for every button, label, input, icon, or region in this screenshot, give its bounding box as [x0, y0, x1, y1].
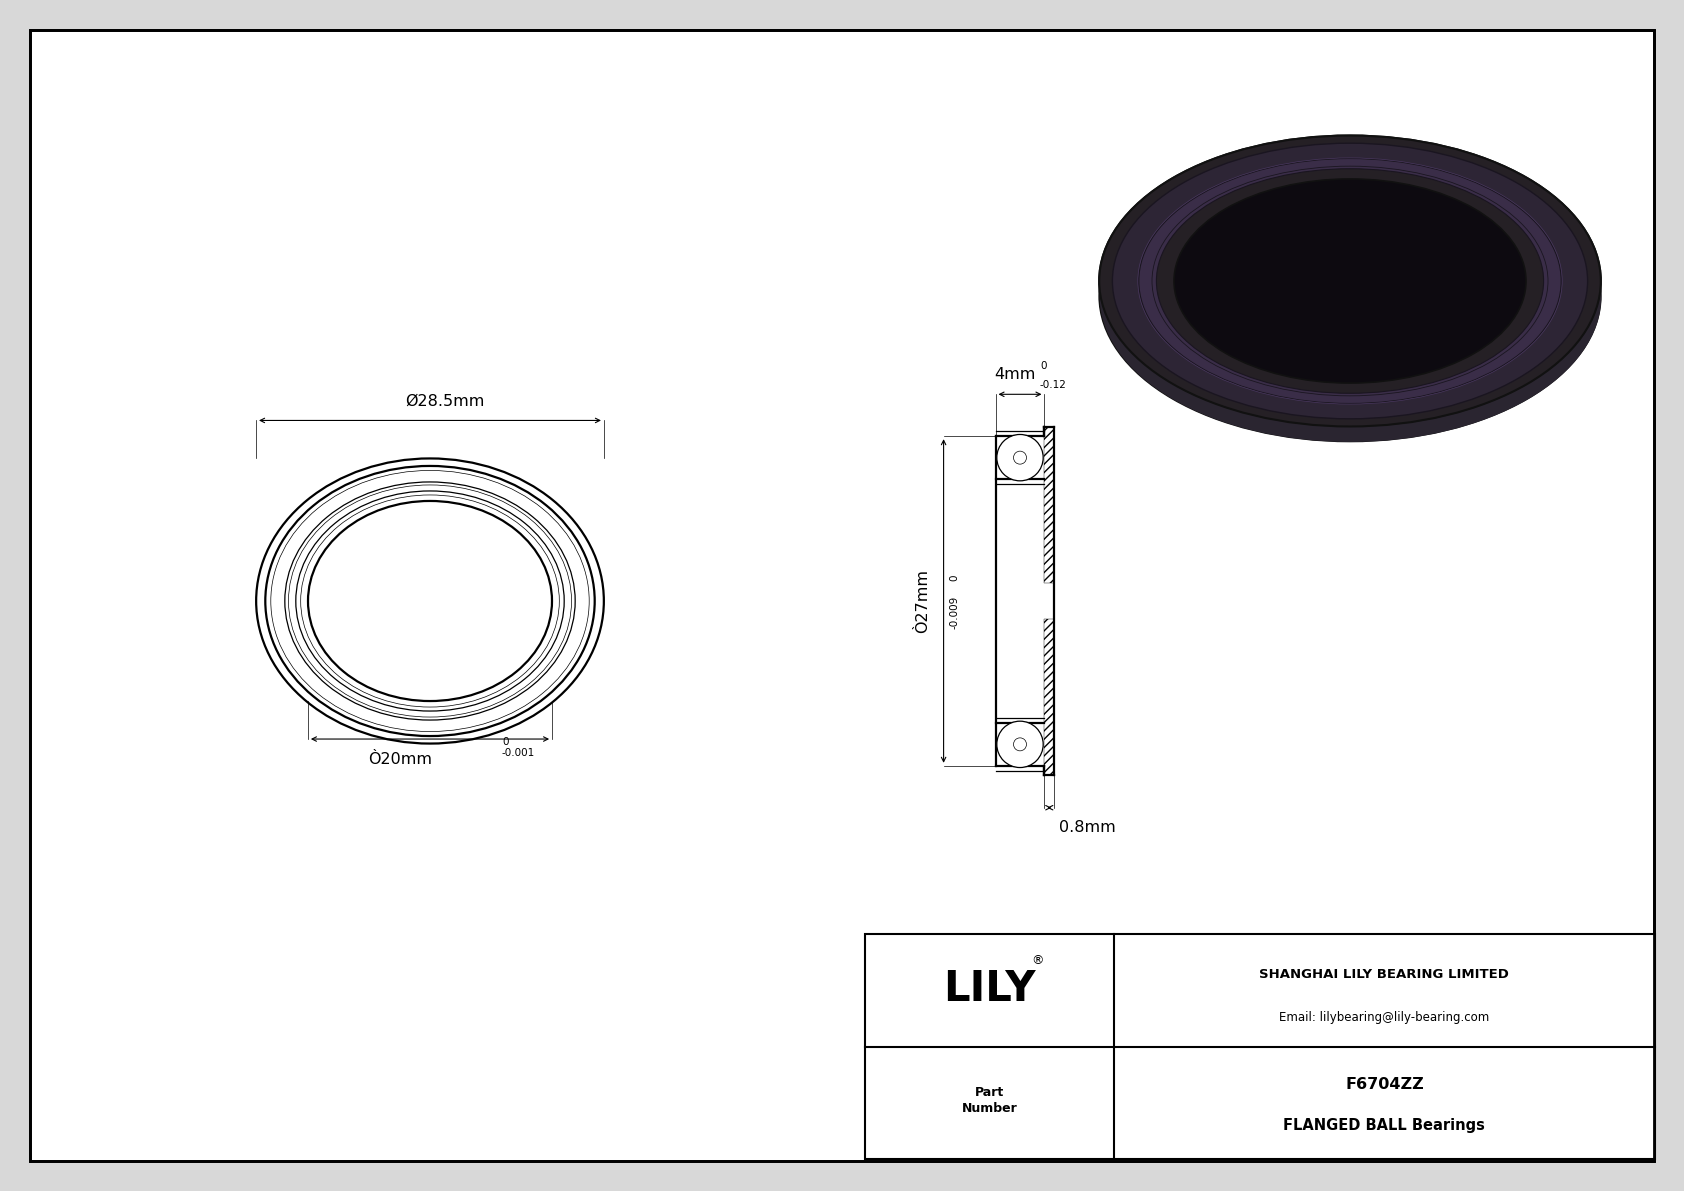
Bar: [866, 934, 1655, 1159]
Ellipse shape: [1157, 169, 1544, 393]
Ellipse shape: [1138, 158, 1561, 404]
Bar: [1044, 428, 1054, 582]
Ellipse shape: [1174, 179, 1526, 384]
Bar: [1044, 619, 1054, 775]
Text: -0.001: -0.001: [502, 748, 536, 757]
Circle shape: [1014, 738, 1027, 750]
Text: Ò27mm: Ò27mm: [916, 569, 931, 632]
Text: 0: 0: [950, 574, 960, 581]
Text: F6704ZZ: F6704ZZ: [1346, 1077, 1423, 1092]
Ellipse shape: [1100, 136, 1601, 426]
Ellipse shape: [1113, 143, 1588, 419]
Text: Email: lilybearing@lily-bearing.com: Email: lilybearing@lily-bearing.com: [1280, 1011, 1490, 1024]
Text: 0: 0: [502, 737, 509, 747]
Ellipse shape: [1100, 150, 1601, 442]
Text: SHANGHAI LILY BEARING LIMITED: SHANGHAI LILY BEARING LIMITED: [1260, 968, 1509, 981]
Text: 0: 0: [1041, 361, 1046, 372]
Text: 0.8mm: 0.8mm: [1059, 819, 1116, 835]
Circle shape: [1014, 451, 1027, 464]
Ellipse shape: [1152, 167, 1548, 395]
Text: Part
Number: Part Number: [962, 1085, 1017, 1116]
Text: FLANGED BALL Bearings: FLANGED BALL Bearings: [1283, 1117, 1485, 1133]
Ellipse shape: [1100, 136, 1601, 426]
Text: LILY: LILY: [943, 968, 1036, 1010]
Text: -0.009: -0.009: [950, 596, 960, 629]
Text: -0.12: -0.12: [1041, 380, 1068, 391]
Text: 4mm: 4mm: [994, 367, 1036, 382]
Text: Ò20mm: Ò20mm: [369, 752, 433, 767]
Text: ®: ®: [1031, 954, 1044, 967]
Circle shape: [997, 722, 1042, 767]
Circle shape: [997, 435, 1042, 481]
Text: Ø28.5mm: Ø28.5mm: [406, 393, 485, 409]
